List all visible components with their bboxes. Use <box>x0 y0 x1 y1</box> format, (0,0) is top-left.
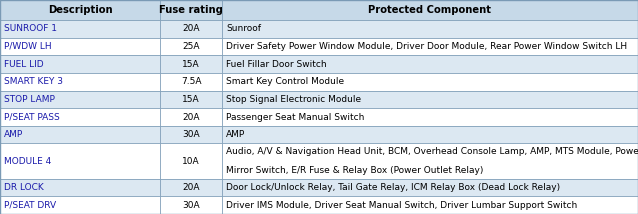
Bar <box>222 143 638 179</box>
Bar <box>160 20 222 38</box>
Text: 10A: 10A <box>182 157 200 166</box>
Text: 20A: 20A <box>182 183 200 192</box>
Text: Fuel Fillar Door Switch: Fuel Fillar Door Switch <box>226 59 327 69</box>
Bar <box>222 73 638 91</box>
Text: Passenger Seat Manual Switch: Passenger Seat Manual Switch <box>226 113 364 122</box>
Text: 30A: 30A <box>182 130 200 139</box>
Text: SMART KEY 3: SMART KEY 3 <box>4 77 63 86</box>
Bar <box>0 126 160 143</box>
Bar <box>160 0 222 20</box>
Text: DR LOCK: DR LOCK <box>4 183 44 192</box>
Bar <box>222 0 638 20</box>
Bar <box>222 179 638 196</box>
Text: Sunroof: Sunroof <box>226 24 261 33</box>
Bar <box>0 143 160 179</box>
Text: Stop Signal Electronic Module: Stop Signal Electronic Module <box>226 95 361 104</box>
Text: STOP LAMP: STOP LAMP <box>4 95 55 104</box>
Text: AMP: AMP <box>4 130 23 139</box>
Bar <box>160 73 222 91</box>
Text: 25A: 25A <box>182 42 200 51</box>
Bar <box>0 0 160 20</box>
Bar <box>222 55 638 73</box>
Text: MODULE 4: MODULE 4 <box>4 157 51 166</box>
Bar <box>160 179 222 196</box>
Text: Driver IMS Module, Driver Seat Manual Switch, Driver Lumbar Support Switch: Driver IMS Module, Driver Seat Manual Sw… <box>226 201 577 210</box>
Text: 15A: 15A <box>182 59 200 69</box>
Bar <box>160 196 222 214</box>
Text: 20A: 20A <box>182 24 200 33</box>
Bar <box>0 108 160 126</box>
Bar <box>222 108 638 126</box>
Text: Door Lock/Unlock Relay, Tail Gate Relay, ICM Relay Box (Dead Lock Relay): Door Lock/Unlock Relay, Tail Gate Relay,… <box>226 183 560 192</box>
Bar <box>160 38 222 55</box>
Text: P/SEAT PASS: P/SEAT PASS <box>4 113 60 122</box>
Bar <box>160 55 222 73</box>
Text: P/SEAT DRV: P/SEAT DRV <box>4 201 56 210</box>
Bar <box>0 179 160 196</box>
Bar <box>160 126 222 143</box>
Text: 20A: 20A <box>182 113 200 122</box>
Bar <box>0 73 160 91</box>
Text: Protected Component: Protected Component <box>369 5 491 15</box>
Bar <box>222 196 638 214</box>
Bar <box>222 126 638 143</box>
Text: AMP: AMP <box>226 130 245 139</box>
Bar <box>0 196 160 214</box>
Text: SUNROOF 1: SUNROOF 1 <box>4 24 57 33</box>
Bar <box>160 91 222 108</box>
Text: P/WDW LH: P/WDW LH <box>4 42 52 51</box>
Bar <box>160 108 222 126</box>
Bar <box>0 91 160 108</box>
Text: Audio, A/V & Navigation Head Unit, BCM, Overhead Console Lamp, AMP, MTS Module, : Audio, A/V & Navigation Head Unit, BCM, … <box>226 147 638 156</box>
Text: Smart Key Control Module: Smart Key Control Module <box>226 77 344 86</box>
Text: 30A: 30A <box>182 201 200 210</box>
Text: Fuse rating: Fuse rating <box>159 5 223 15</box>
Text: Description: Description <box>48 5 112 15</box>
Bar <box>222 91 638 108</box>
Bar <box>222 20 638 38</box>
Bar <box>160 143 222 179</box>
Text: 7.5A: 7.5A <box>181 77 201 86</box>
Text: Mirror Switch, E/R Fuse & Relay Box (Power Outlet Relay): Mirror Switch, E/R Fuse & Relay Box (Pow… <box>226 166 484 175</box>
Bar <box>0 38 160 55</box>
Bar <box>0 55 160 73</box>
Bar <box>222 38 638 55</box>
Bar <box>0 20 160 38</box>
Text: Driver Safety Power Window Module, Driver Door Module, Rear Power Window Switch : Driver Safety Power Window Module, Drive… <box>226 42 627 51</box>
Text: 15A: 15A <box>182 95 200 104</box>
Text: FUEL LID: FUEL LID <box>4 59 43 69</box>
